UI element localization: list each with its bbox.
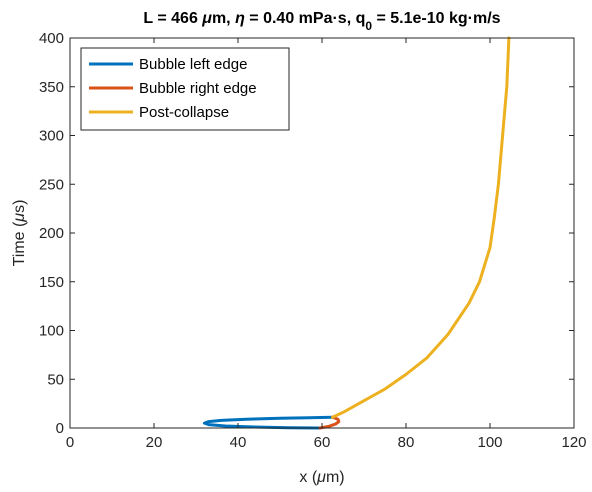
y-tick-label: 200 bbox=[39, 225, 64, 242]
legend-entry: Bubble left edge bbox=[139, 56, 247, 73]
legend-entry: Bubble right edge bbox=[139, 80, 257, 97]
x-tick-label: 0 bbox=[66, 434, 74, 451]
x-tick-label: 80 bbox=[398, 434, 415, 451]
label-segment: Time ( bbox=[11, 221, 28, 266]
y-tick-label: 300 bbox=[39, 128, 64, 145]
y-tick-label: 150 bbox=[39, 274, 64, 291]
y-tick-label: 50 bbox=[47, 371, 64, 388]
y-tick-label: 0 bbox=[56, 420, 64, 437]
label-segment: m, bbox=[212, 10, 235, 27]
y-axis-ticks: 0 50 100 150 200 250 300 350 400 bbox=[39, 30, 574, 437]
chart-title: L = 466 μm, η = 0.40 mPa·s, q0 = 5.1e-10… bbox=[143, 10, 500, 33]
series-line-3 bbox=[331, 36, 511, 419]
label-segment: 0 bbox=[365, 19, 372, 33]
x-axis-label: x (μm) bbox=[299, 469, 344, 486]
y-tick-label: 100 bbox=[39, 323, 64, 340]
label-segment: μ bbox=[201, 10, 212, 27]
legend: Bubble left edge Bubble right edge Post-co… bbox=[80, 47, 290, 131]
series-line-1 bbox=[202, 415, 334, 430]
label-segment: s) bbox=[11, 200, 28, 213]
label-segment: μ bbox=[316, 469, 326, 486]
x-axis-ticks: 0 20 40 60 80 100 120 bbox=[66, 38, 587, 451]
label-segment: L = 466 bbox=[143, 10, 202, 27]
x-tick-label: 100 bbox=[477, 434, 502, 451]
label-segment: μ bbox=[11, 213, 28, 223]
y-tick-label: 250 bbox=[39, 176, 64, 193]
label-segment: = 0.40 mPa·s, q bbox=[245, 10, 366, 27]
x-tick-label: 120 bbox=[561, 434, 586, 451]
y-tick-label: 400 bbox=[39, 30, 64, 47]
x-tick-label: 20 bbox=[146, 434, 163, 451]
x-tick-label: 40 bbox=[230, 434, 247, 451]
label-segment: η bbox=[235, 10, 245, 27]
x-tick-label: 60 bbox=[314, 434, 331, 451]
label-segment: m) bbox=[326, 469, 345, 486]
legend-entry: Post-collapse bbox=[139, 104, 229, 121]
label-segment: x ( bbox=[299, 469, 317, 486]
y-tick-label: 350 bbox=[39, 79, 64, 96]
series-line-2 bbox=[318, 415, 341, 430]
series-layer bbox=[202, 36, 511, 430]
label-segment: = 5.1e-10 kg·m/s bbox=[372, 10, 501, 27]
y-axis-label: Time (μs) bbox=[11, 200, 28, 267]
